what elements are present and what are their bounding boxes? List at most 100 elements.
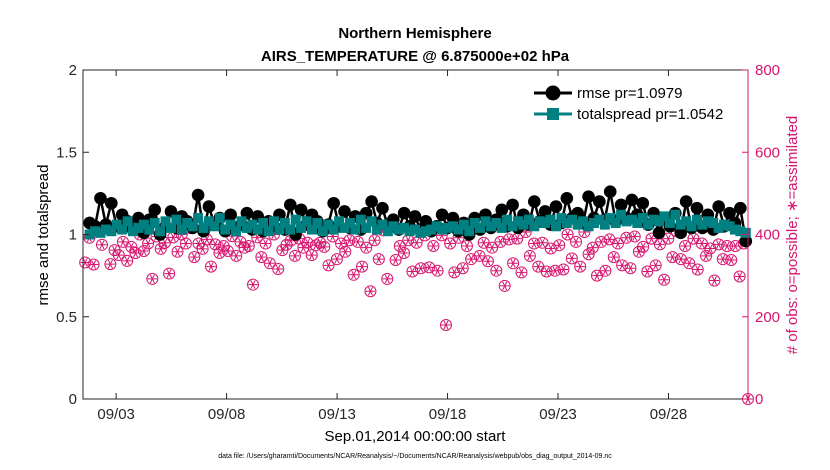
- obs-point: [351, 235, 364, 248]
- spread-point: [377, 219, 388, 230]
- obs-possible-marker: [398, 247, 411, 260]
- obs-assimilated-marker: [499, 281, 510, 291]
- obs-possible-marker: [460, 240, 473, 253]
- spread-point: [241, 222, 252, 233]
- obs-point: [494, 235, 507, 248]
- spread-point: [258, 217, 269, 228]
- obs-possible-marker: [347, 268, 360, 281]
- spread-point: [193, 213, 204, 224]
- obs-assimilated-marker: [680, 241, 690, 251]
- spread-point: [296, 222, 307, 233]
- obs-possible-marker: [666, 251, 679, 264]
- obs-point: [427, 240, 440, 253]
- spread-point: [111, 219, 122, 230]
- obs-point: [691, 263, 704, 276]
- spread-point: [670, 209, 681, 220]
- obs-possible-marker: [414, 262, 427, 275]
- spread-point: [632, 217, 643, 228]
- spread-point: [540, 217, 551, 228]
- x-tick-label: 09/13: [318, 406, 356, 423]
- obs-assimilated-marker: [650, 260, 661, 270]
- obs-possible-marker: [112, 249, 125, 262]
- obs-assimilated-marker: [353, 237, 363, 247]
- y2-tick-label: 400: [755, 227, 780, 244]
- spread-point: [626, 214, 637, 225]
- obs-point: [536, 236, 549, 249]
- y2-axis-label: # of obs: o=possible; ∗=assimilated: [784, 116, 801, 355]
- x-tick-label: 09/08: [208, 406, 246, 423]
- obs-point: [247, 278, 260, 291]
- obs-assimilated-marker: [583, 249, 594, 259]
- obs-assimilated-marker: [705, 244, 716, 253]
- obs-point: [708, 274, 721, 287]
- obs-possible-marker: [242, 240, 255, 253]
- obs-possible-marker: [389, 253, 402, 266]
- obs-assimilated-marker: [734, 272, 745, 281]
- obs-assimilated-marker: [206, 262, 216, 271]
- obs-possible-marker: [393, 240, 406, 253]
- legend-spread-label: totalspread pr=1.0542: [577, 106, 723, 123]
- spread-point: [214, 213, 225, 224]
- obs-possible-marker: [423, 261, 436, 274]
- spread-point: [719, 219, 730, 230]
- rmse-point: [652, 226, 666, 240]
- obs-possible-marker: [561, 228, 574, 241]
- rmse-point: [191, 188, 205, 202]
- obs-assimilated-marker: [688, 234, 699, 243]
- spread-point: [713, 222, 724, 233]
- obs-assimilated-marker: [600, 266, 611, 276]
- obs-assimilated-marker: [533, 262, 544, 271]
- obs-possible-marker: [330, 253, 343, 266]
- spread-point: [496, 222, 507, 233]
- obs-point: [242, 240, 255, 253]
- spread-point: [616, 209, 627, 220]
- obs-point: [381, 272, 394, 285]
- spread-point: [507, 221, 518, 232]
- obs-possible-marker: [523, 249, 536, 262]
- rmse-point: [739, 234, 753, 248]
- obs-assimilated-marker: [390, 255, 401, 265]
- obs-possible-marker: [368, 234, 381, 247]
- legend-rmse-marker: [545, 85, 561, 101]
- rmse-point: [528, 195, 541, 208]
- obs-possible-marker: [712, 238, 725, 251]
- obs-assimilated-marker: [697, 239, 707, 248]
- obs-point: [460, 240, 473, 253]
- obs-possible-marker: [620, 231, 633, 244]
- obs-assimilated-marker: [546, 244, 556, 253]
- obs-possible-marker: [481, 255, 494, 268]
- obs-assimilated-marker: [97, 240, 107, 250]
- rmse-point: [723, 206, 736, 220]
- spread-point: [654, 216, 665, 227]
- spread-point: [133, 222, 144, 233]
- obs-assimilated-marker: [411, 238, 422, 248]
- obs-assimilated-marker: [273, 264, 283, 274]
- obs-assimilated-marker: [88, 260, 99, 269]
- rmse-point: [164, 205, 178, 218]
- obs-possible-marker: [570, 235, 583, 248]
- rmse-point: [408, 210, 422, 223]
- obs-possible-marker: [360, 241, 373, 254]
- obs-assimilated-marker: [608, 252, 619, 262]
- spread-point: [122, 216, 133, 227]
- obs-point: [259, 237, 272, 250]
- spread-point: [594, 214, 605, 225]
- obs-possible-marker: [213, 247, 226, 260]
- obs-assimilated-marker: [260, 239, 271, 248]
- obs-possible-marker: [473, 249, 486, 262]
- obs-point: [423, 261, 436, 274]
- obs-possible-marker: [624, 262, 637, 275]
- obs-point: [515, 266, 528, 279]
- obs-possible-marker: [557, 263, 570, 276]
- obs-assimilated-marker: [487, 243, 497, 253]
- obs-point: [498, 279, 511, 292]
- obs-assimilated-marker: [466, 254, 476, 264]
- rmse-point: [674, 226, 688, 240]
- obs-point: [154, 242, 167, 255]
- obs-assimilated-marker: [172, 247, 183, 257]
- obs-possible-marker: [372, 253, 385, 266]
- obs-possible-marker: [154, 242, 167, 255]
- spread-point: [382, 226, 393, 237]
- obs-assimilated-marker: [432, 266, 443, 276]
- obs-point: [95, 238, 108, 251]
